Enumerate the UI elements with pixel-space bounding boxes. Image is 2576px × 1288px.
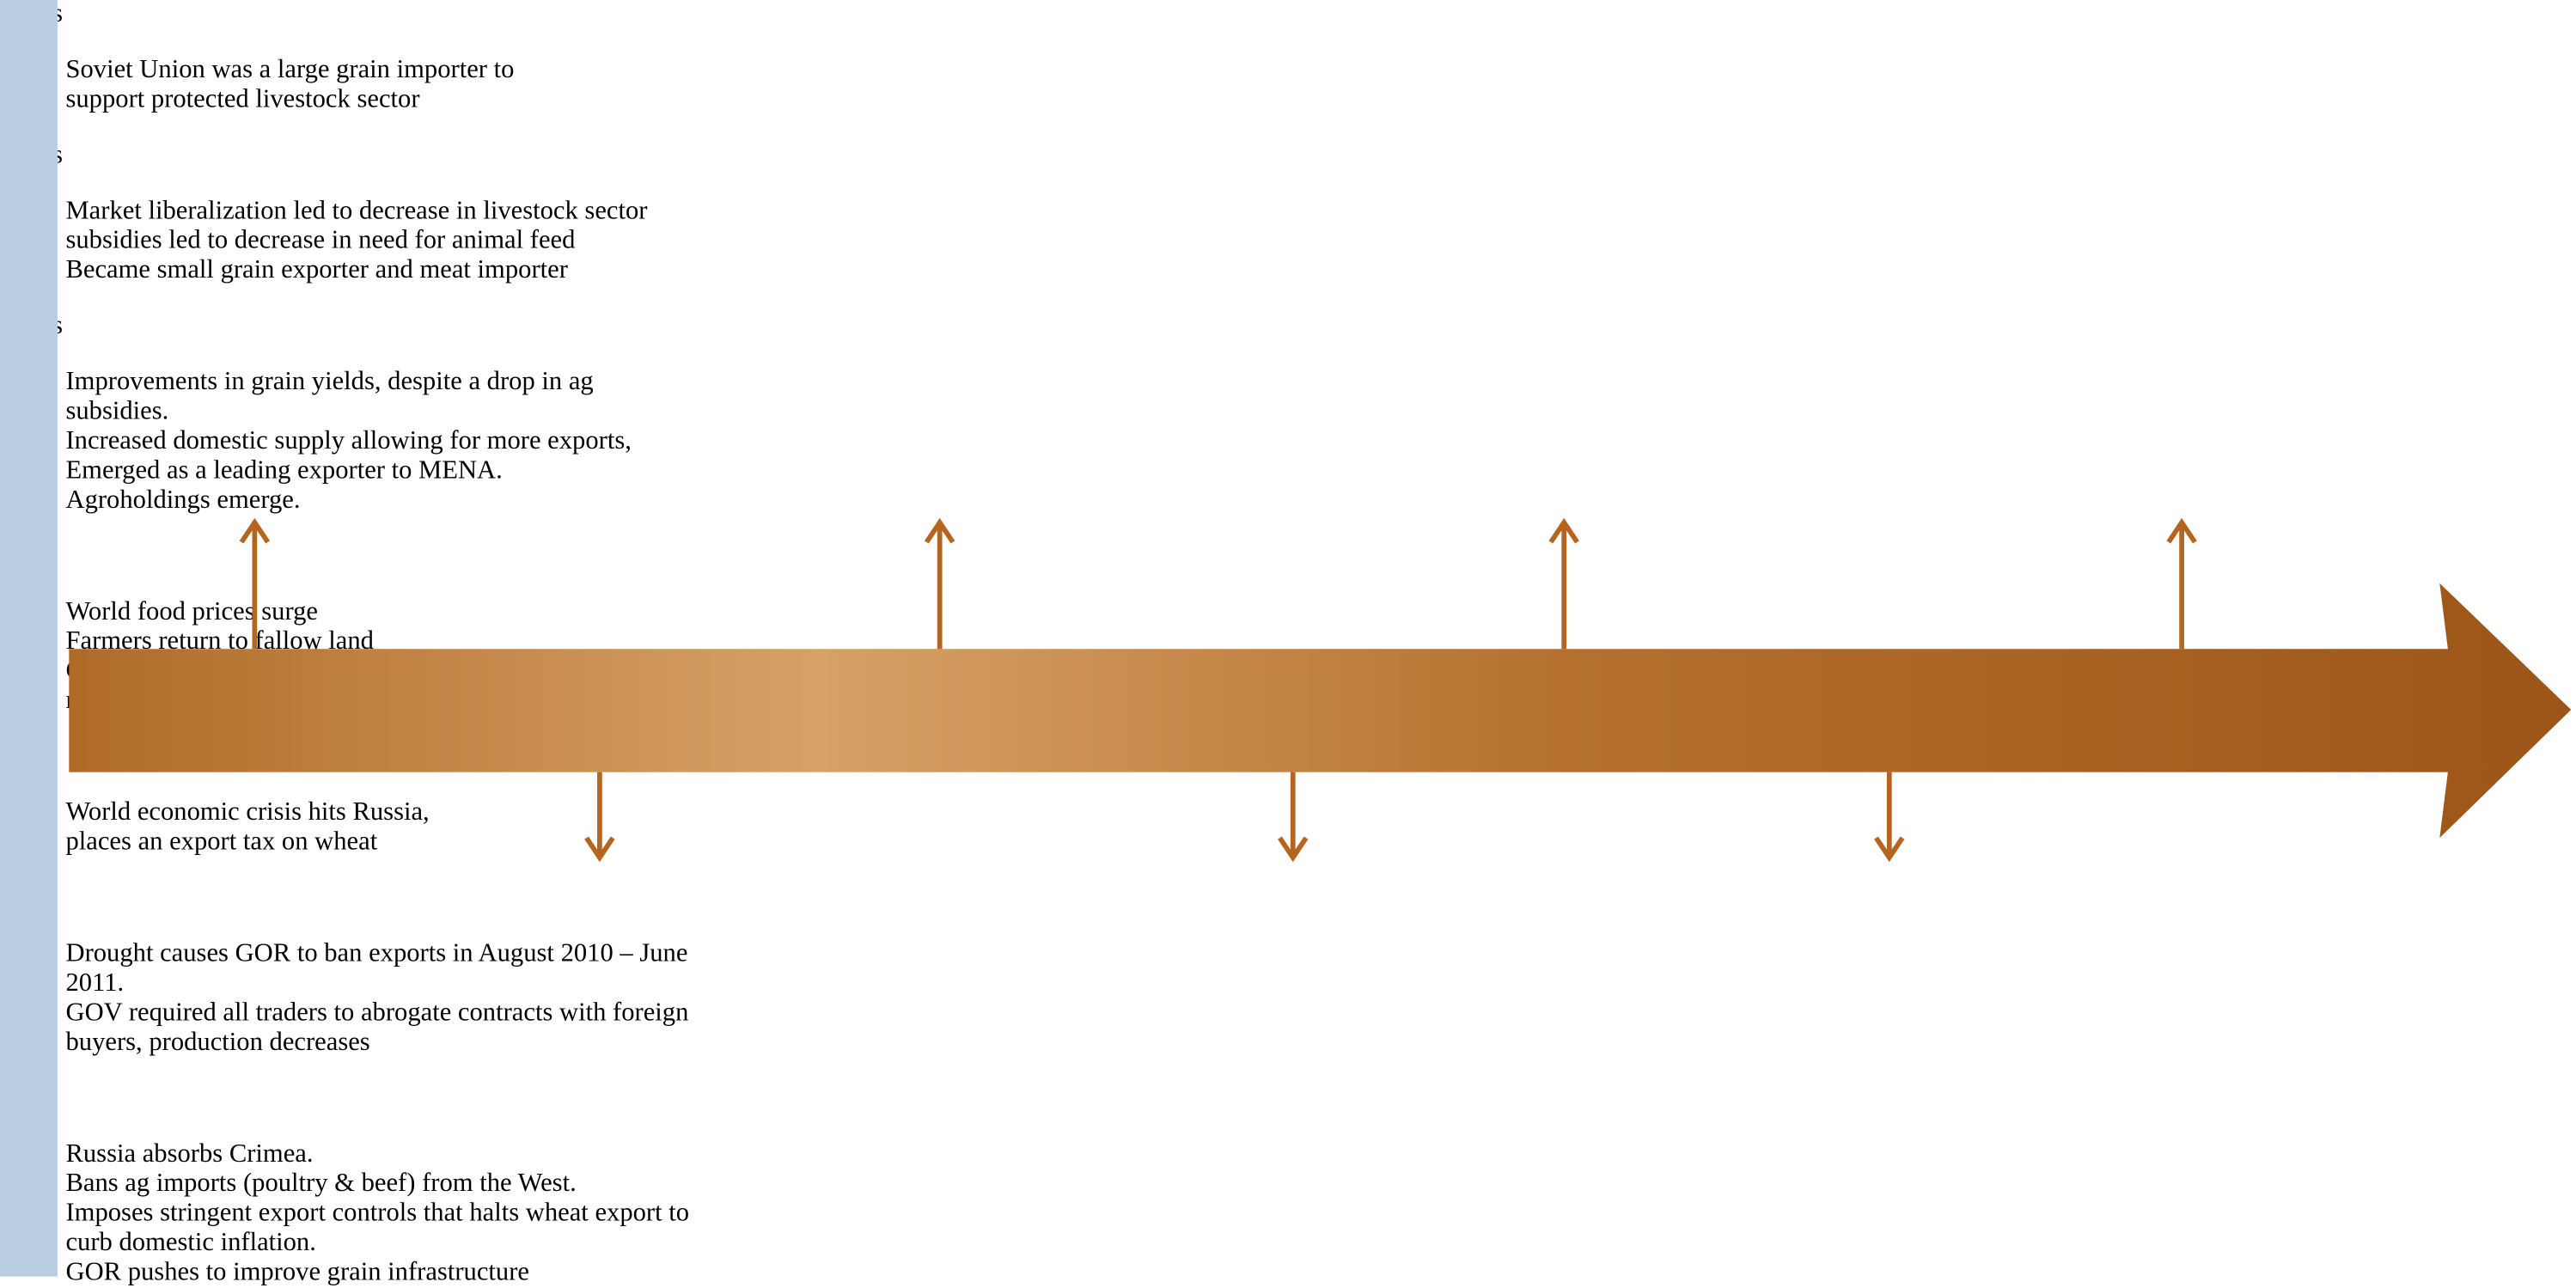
timeline-graphic (0, 0, 2576, 1277)
timeline-arrow (69, 583, 2571, 838)
page: 1980sSoviet Union was a large grain impo… (0, 0, 2576, 1277)
timeline-slide: 1980sSoviet Union was a large grain impo… (0, 0, 2576, 1277)
